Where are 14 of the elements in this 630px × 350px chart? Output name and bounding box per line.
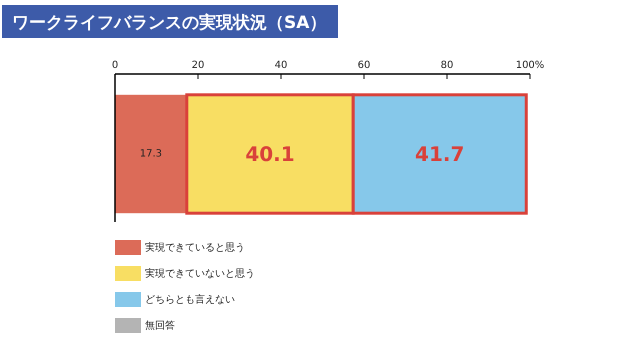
x-tick-label: 80	[440, 60, 454, 71]
chart-title: ワークライフバランスの実現状況（SA）	[12, 13, 326, 33]
x-tick-label: 100%	[516, 60, 544, 71]
x-tick-label: 0	[112, 60, 118, 71]
legend-label: 実現できていないと思う	[145, 268, 255, 280]
data-label: 41.7	[415, 142, 464, 166]
data-label: 40.1	[245, 142, 295, 166]
legend-label: どちらとも言えない	[145, 294, 235, 306]
x-tick-label: 40	[274, 60, 288, 71]
legend-label: 実現できていると思う	[145, 242, 245, 254]
x-tick-label: 60	[358, 60, 370, 71]
data-label: 17.3	[140, 148, 162, 160]
x-tick-label: 20	[192, 60, 204, 71]
legend-label: 無回答	[145, 320, 175, 332]
